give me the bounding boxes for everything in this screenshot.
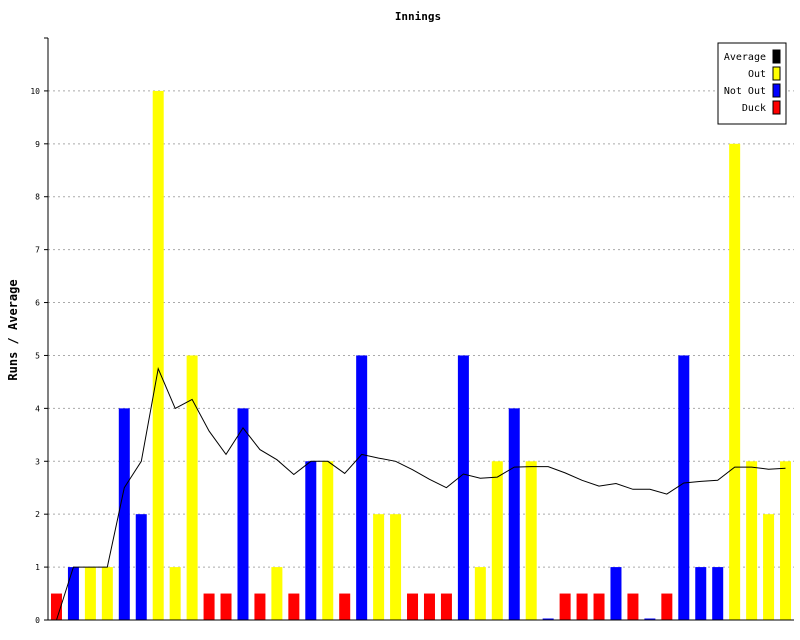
y-tick-label: 7 — [35, 246, 40, 255]
bar-duck — [440, 593, 452, 620]
bar-not-out — [356, 355, 368, 620]
legend-label: Out — [748, 69, 766, 80]
gridlines — [48, 90, 794, 568]
y-tick-label: 0 — [35, 616, 40, 625]
bar-out — [390, 514, 402, 620]
bar-duck — [254, 593, 266, 620]
bar-duck — [220, 593, 232, 620]
y-tick-label: 1 — [35, 563, 40, 572]
bar-not-out — [712, 567, 724, 620]
bar-duck — [661, 593, 673, 620]
y-tick-label: 3 — [35, 457, 40, 466]
bar-out — [780, 461, 792, 620]
bar-out — [525, 461, 537, 620]
bar-duck — [50, 593, 62, 620]
bar-not-out — [542, 618, 554, 620]
bar-duck — [203, 593, 215, 620]
legend-label: Not Out — [724, 86, 766, 97]
bar-not-out — [67, 567, 79, 620]
y-tick-label: 4 — [35, 404, 40, 413]
y-tick-label: 2 — [35, 510, 40, 519]
bar-not-out — [135, 514, 147, 620]
bar-out — [373, 514, 385, 620]
bar-not-out — [508, 408, 520, 620]
y-tick-label: 5 — [35, 351, 40, 360]
y-tick-label: 8 — [35, 193, 40, 202]
legend-swatch — [772, 66, 781, 81]
bar-duck — [288, 593, 300, 620]
bar-out — [84, 567, 96, 620]
bar-out — [152, 90, 164, 621]
bar-not-out — [118, 408, 130, 620]
bar-out — [746, 461, 758, 620]
bar-duck — [407, 593, 419, 620]
legend-swatch — [772, 83, 781, 98]
bars — [50, 90, 792, 621]
bar-not-out — [644, 618, 656, 620]
bar-not-out — [695, 567, 707, 620]
y-tick-label: 9 — [35, 140, 40, 149]
legend-label: Average — [724, 52, 766, 63]
average-line-layer — [56, 366, 786, 621]
bar-out — [271, 567, 283, 620]
bar-out — [474, 567, 486, 620]
bar-out — [186, 355, 198, 620]
bar-out — [763, 514, 775, 620]
bar-duck — [423, 593, 435, 620]
bar-not-out — [305, 461, 317, 620]
bar-duck — [627, 593, 639, 620]
legend-label: Duck — [742, 103, 766, 114]
legend-swatch — [772, 49, 781, 64]
bar-not-out — [237, 408, 249, 620]
bar-duck — [576, 593, 588, 620]
y-tick-label: 10 — [30, 87, 40, 96]
bar-out — [322, 461, 334, 620]
bar-out — [101, 567, 113, 620]
bar-out — [491, 461, 503, 620]
y-axis-label: Runs / Average — [6, 279, 20, 380]
bar-not-out — [457, 355, 469, 620]
bar-out — [169, 567, 181, 620]
average-line — [56, 366, 786, 621]
y-tick-label: 6 — [35, 299, 40, 308]
bar-duck — [593, 593, 605, 620]
bar-duck — [339, 593, 351, 620]
axes: 0 1 2 3 4 5 6 7 8 9 10 — [30, 37, 794, 625]
bar-not-out — [610, 567, 622, 620]
legend: Average Out Not Out Duck — [717, 42, 787, 125]
legend-swatch — [772, 100, 781, 115]
bar-not-out — [678, 355, 690, 620]
chart-title: Innings — [395, 10, 441, 23]
bar-out — [729, 143, 741, 620]
bar-duck — [559, 593, 571, 620]
